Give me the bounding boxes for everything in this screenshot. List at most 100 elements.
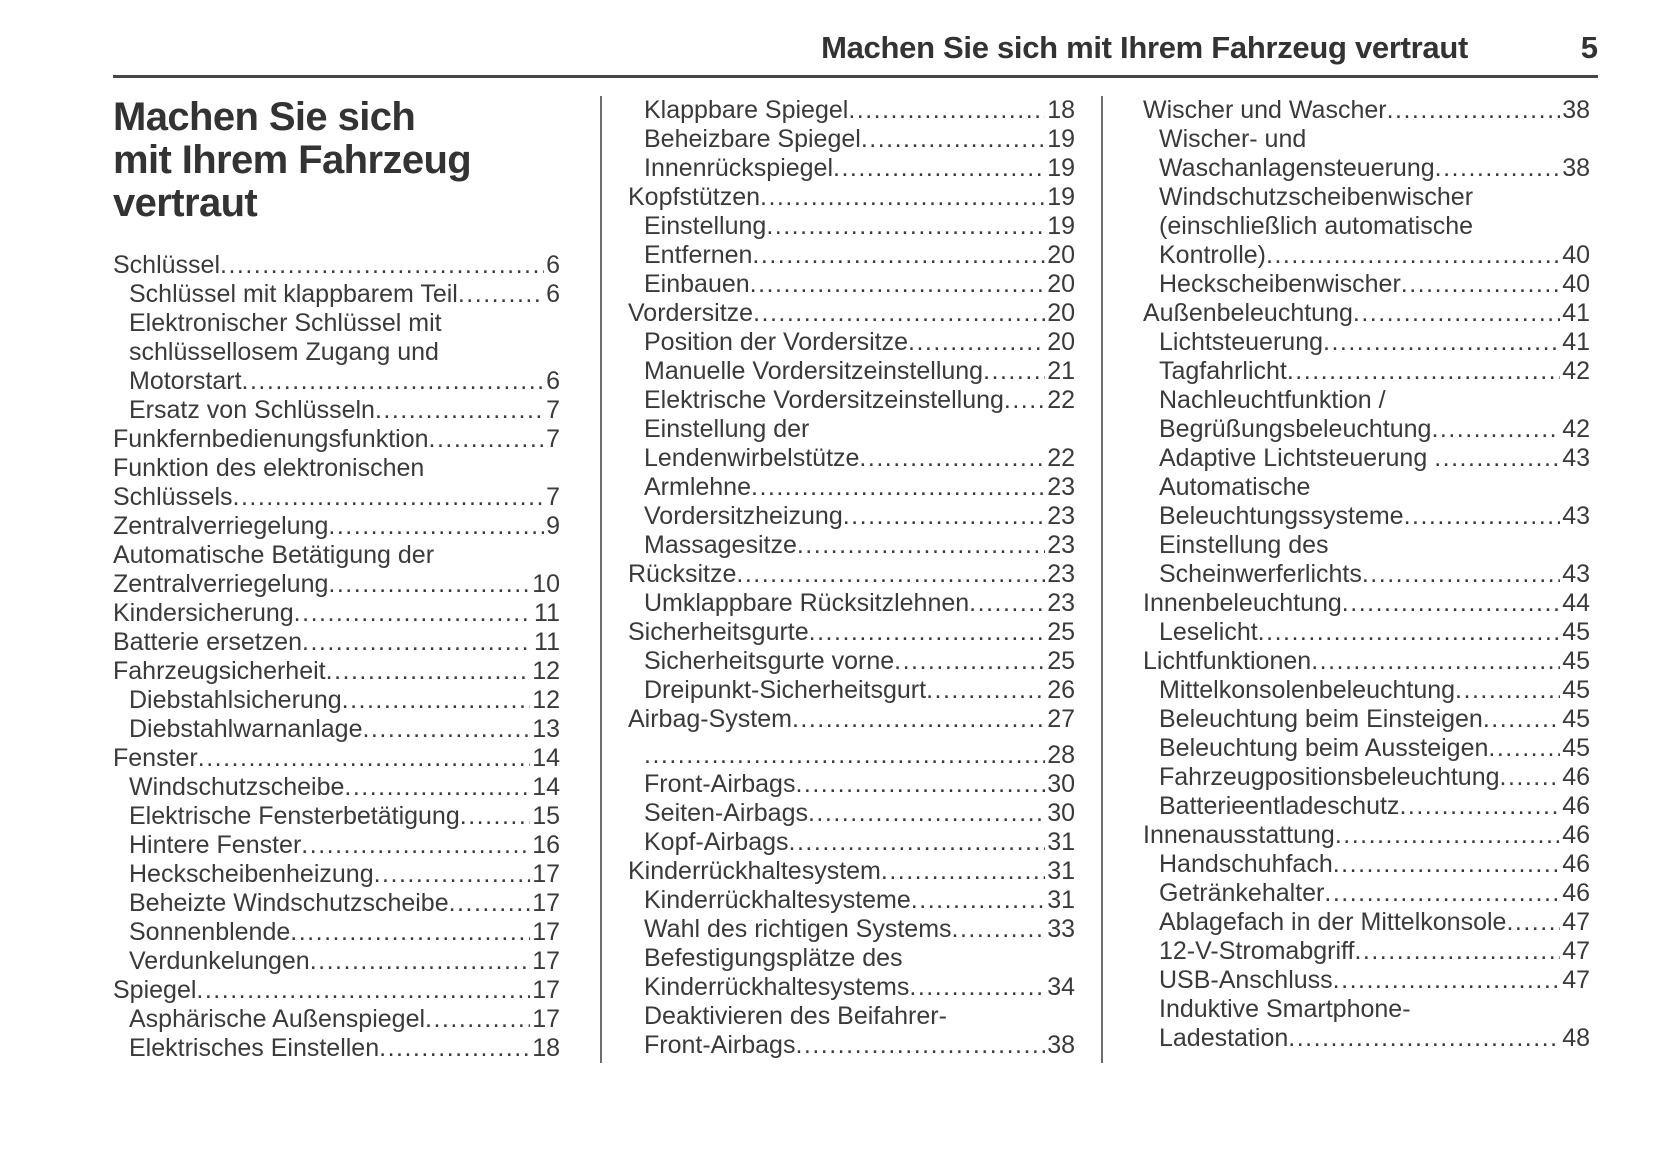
- toc-entry-main-line: Zentralverriegelung 10: [113, 570, 560, 599]
- toc-entry[interactable]: Einstellung 19: [628, 212, 1075, 241]
- toc-entry[interactable]: Automatische Betätigung der Zentralverrie…: [113, 541, 560, 599]
- toc-entry[interactable]: Front-Airbags 30: [628, 770, 1075, 799]
- toc-entry-page: 19: [1047, 183, 1075, 211]
- toc-entry[interactable]: Innenrückspiegel 19: [628, 154, 1075, 183]
- toc-entry[interactable]: Windschutzscheibe 14: [113, 773, 560, 802]
- toc-entry[interactable]: Kindersicherung 11: [113, 599, 560, 628]
- toc-entry[interactable]: Handschuhfach 46: [1143, 850, 1590, 879]
- toc-entry[interactable]: Armlehne 23: [628, 473, 1075, 502]
- toc-entry-page: 19: [1047, 212, 1075, 240]
- toc-entry[interactable]: Einbauen 20: [628, 270, 1075, 299]
- toc-entry[interactable]: Sonnenblende 17: [113, 918, 560, 947]
- toc-entry[interactable]: Vordersitzheizung 23: [628, 502, 1075, 531]
- toc-entry-main-line: Rücksitze 23: [628, 560, 1075, 589]
- toc-entry[interactable]: Leselicht 45: [1143, 618, 1590, 647]
- toc-entry[interactable]: 12-V-Stromabgriff 47: [1143, 937, 1590, 966]
- toc-entry[interactable]: Massagesitze 23: [628, 531, 1075, 560]
- toc-entry[interactable]: Diebstahlsicherung 12: [113, 686, 560, 715]
- toc-entry[interactable]: Kopfstützen 19: [628, 183, 1075, 212]
- toc-entry[interactable]: Ersatz von Schlüsseln 7: [113, 396, 560, 425]
- toc-entry[interactable]: Klappbare Spiegel 18: [628, 96, 1075, 125]
- dot-leader: [196, 976, 530, 1005]
- toc-entry[interactable]: Elektrische Fensterbetätigung 15: [113, 802, 560, 831]
- toc-entry[interactable]: Beheizbare Spiegel 19: [628, 125, 1075, 154]
- toc-entry[interactable]: Vordersitze 20: [628, 299, 1075, 328]
- toc-entry[interactable]: Umklappbare Rücksitzlehnen 23: [628, 589, 1075, 618]
- toc-entry-label: Hintere Fenster: [129, 831, 302, 859]
- toc-entry[interactable]: Seiten-Airbags 30: [628, 799, 1075, 828]
- dot-leader: [1004, 386, 1045, 415]
- toc-entry[interactable]: Fahrzeugpositionsbeleuchtung 46: [1143, 763, 1590, 792]
- toc-entry[interactable]: Innenausstattung 46: [1143, 821, 1590, 850]
- toc-entry[interactable]: Beheizte Windschutzscheibe 17: [113, 889, 560, 918]
- toc-entry-main-line: Sicherheitsgurte vorne 25: [644, 647, 1075, 676]
- toc-entry[interactable]: Windschutzscheibenwischer (einschließlich…: [1143, 183, 1590, 270]
- toc-entry[interactable]: Heckscheibenwischer 40: [1143, 270, 1590, 299]
- toc-entry-label: Einbauen: [644, 270, 750, 298]
- toc-entry-main-line: Kindersicherung 11: [113, 599, 560, 628]
- toc-entry[interactable]: Schlüssel mit klappbarem Teil 6: [113, 280, 560, 309]
- toc-entry-label: Front-Airbags: [644, 770, 796, 798]
- toc-entry[interactable]: Wahl des richtigen Systems 33: [628, 915, 1075, 944]
- toc-entry[interactable]: Befestigungsplätze des Kinderrückhaltesys…: [628, 944, 1075, 1002]
- toc-entry[interactable]: Schlüssel 6: [113, 251, 560, 280]
- toc-entry[interactable]: Diebstahlwarnanlage 13: [113, 715, 560, 744]
- toc-entry-list: Klappbare Spiegel18Beheizbare Spiegel19I…: [628, 96, 1075, 1060]
- toc-entry[interactable]: Zentralverriegelung 9: [113, 512, 560, 541]
- toc-entry[interactable]: Ablagefach in der Mittelkonsole 47: [1143, 908, 1590, 937]
- toc-entry[interactable]: Tagfahrlicht 42: [1143, 357, 1590, 386]
- toc-entry[interactable]: Beleuchtung beim Aussteigen 45: [1143, 734, 1590, 763]
- toc-entry[interactable]: Position der Vordersitze 20: [628, 328, 1075, 357]
- toc-entry-label: Kinderrückhaltesystem: [628, 857, 881, 885]
- toc-entry[interactable]: Beleuchtung beim Einsteigen 45: [1143, 705, 1590, 734]
- toc-entry[interactable]: Elektrisches Einstellen 18: [113, 1034, 560, 1063]
- toc-entry[interactable]: 28: [628, 741, 1075, 770]
- toc-entry-page: 45: [1562, 676, 1590, 704]
- toc-entry[interactable]: Kinderrückhaltesysteme 31: [628, 886, 1075, 915]
- toc-entry[interactable]: Sicherheitsgurte 25: [628, 618, 1075, 647]
- toc-entry-main-line: Front-Airbags 30: [644, 770, 1075, 799]
- toc-entry[interactable]: Verdunkelungen 17: [113, 947, 560, 976]
- toc-entry-label: Getränkehalter: [1159, 879, 1325, 907]
- toc-entry[interactable]: Kopf-Airbags 31: [628, 828, 1075, 857]
- toc-entry[interactable]: Außenbeleuchtung 41: [1143, 299, 1590, 328]
- toc-entry[interactable]: Rücksitze 23: [628, 560, 1075, 589]
- toc-entry[interactable]: Lichtsteuerung 41: [1143, 328, 1590, 357]
- toc-entry[interactable]: Manuelle Vordersitzeinstellung 21: [628, 357, 1075, 386]
- toc-entry[interactable]: Elektrische Vordersitzeinstellung 22: [628, 386, 1075, 415]
- header-page-number: 5: [1580, 30, 1598, 65]
- toc-entry[interactable]: Lichtfunktionen 45: [1143, 647, 1590, 676]
- toc-entry-page: 46: [1562, 792, 1590, 820]
- toc-entry[interactable]: Sicherheitsgurte vorne 25: [628, 647, 1075, 676]
- toc-entry[interactable]: Entfernen 20: [628, 241, 1075, 270]
- toc-entry[interactable]: Innenbeleuchtung 44: [1143, 589, 1590, 618]
- toc-entry[interactable]: Batterie ersetzen 11: [113, 628, 560, 657]
- toc-entry[interactable]: Batterieentladeschutz 46: [1143, 792, 1590, 821]
- toc-entry-page: 44: [1562, 589, 1590, 617]
- toc-entry[interactable]: Kinderrückhaltesystem 31: [628, 857, 1075, 886]
- toc-entry[interactable]: Spiegel 17: [113, 976, 560, 1005]
- toc-entry[interactable]: USB-Anschluss 47: [1143, 966, 1590, 995]
- toc-entry[interactable]: Airbag-System 27: [628, 705, 1075, 734]
- toc-entry[interactable]: Adaptive Lichtsteuerung 43: [1143, 444, 1590, 473]
- toc-entry[interactable]: Mittelkonsolenbeleuchtung 45: [1143, 676, 1590, 705]
- toc-entry[interactable]: Heckscheibenheizung 17: [113, 860, 560, 889]
- toc-entry[interactable]: Induktive Smartphone-Ladestation 48: [1143, 995, 1590, 1053]
- toc-entry[interactable]: Getränkehalter 46: [1143, 879, 1590, 908]
- toc-entry[interactable]: Dreipunkt-Sicherheitsgurt 26: [628, 676, 1075, 705]
- toc-entry[interactable]: Wischer und Wascher 38: [1143, 96, 1590, 125]
- toc-entry[interactable]: Asphärische Außenspiegel 17: [113, 1005, 560, 1034]
- toc-entry[interactable]: Fahrzeugsicherheit 12: [113, 657, 560, 686]
- toc-entry[interactable]: Funkfernbedienungsfunktion 7: [113, 425, 560, 454]
- toc-entry[interactable]: Elektronischer Schlüssel mit schlüssellos…: [113, 309, 560, 396]
- toc-entry[interactable]: Hintere Fenster 16: [113, 831, 560, 860]
- dot-leader: [328, 570, 530, 599]
- toc-entry[interactable]: Fenster 14: [113, 744, 560, 773]
- toc-entry[interactable]: Nachleuchtfunktion / Begrüßungsbeleuchtun…: [1143, 386, 1590, 444]
- toc-entry[interactable]: Deaktivieren des Beifahrer- Front-Airbags…: [628, 1002, 1075, 1060]
